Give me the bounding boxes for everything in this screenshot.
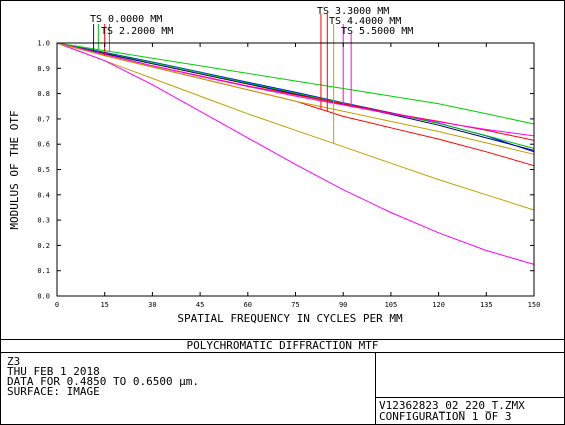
series-line-5 bbox=[56, 42, 535, 151]
x-tick-label: 45 bbox=[196, 301, 204, 309]
series-group bbox=[56, 42, 535, 265]
mtf-chart: 0 15 30 45 60 75 90 105 120 135 150 0.00.10.20.30.… bbox=[8, 6, 540, 325]
y-tick-label: 0.0 bbox=[37, 293, 50, 301]
y-tick-label: 0.2 bbox=[37, 242, 50, 250]
file-name: V12362823_02_220_T.ZMX bbox=[379, 399, 525, 412]
series-line-9 bbox=[56, 42, 535, 265]
y-tick-label: 0.1 bbox=[37, 267, 50, 275]
info-line-2: THU FEB 1 2018 bbox=[7, 365, 100, 378]
y-tick-label: 0.7 bbox=[37, 115, 50, 123]
x-tick-label: 150 bbox=[528, 301, 541, 309]
info-line-3: DATA FOR 0.4850 TO 0.6500 µm. bbox=[7, 375, 200, 388]
x-tick-label: 15 bbox=[100, 301, 108, 309]
chart-title: POLYCHROMATIC DIFFRACTION MTF bbox=[186, 339, 379, 352]
y-tick-label: 0.9 bbox=[37, 65, 50, 73]
legend-label-ts-3-3: TS 3.3000 MM bbox=[317, 6, 389, 17]
legend-label-ts-4-4: TS 4.4000 MM bbox=[329, 16, 401, 27]
legend-label-ts-2-2: TS 2.2000 MM bbox=[101, 26, 173, 37]
x-tick-label: 0 bbox=[55, 301, 59, 309]
y-tick-label: 1.0 bbox=[37, 40, 50, 48]
y-tick-label: 0.8 bbox=[37, 90, 50, 98]
x-tick-label: 60 bbox=[244, 301, 252, 309]
marker-group bbox=[93, 14, 352, 144]
y-tick-label: 0.3 bbox=[37, 217, 50, 225]
x-tick-label: 75 bbox=[291, 301, 299, 309]
y-tick-label: 0.5 bbox=[37, 166, 50, 174]
y-axis-label: MODULUS OF THE OTF bbox=[8, 110, 21, 229]
legend-label-ts-0: TS 0.0000 MM bbox=[90, 14, 162, 25]
series-line-1 bbox=[56, 42, 535, 153]
legend-label-ts-5-5: TS 5.5000 MM bbox=[341, 26, 413, 37]
x-tick-label: 90 bbox=[339, 301, 347, 309]
series-line-7 bbox=[56, 42, 535, 211]
series-line-10 bbox=[56, 42, 535, 155]
x-tick-label: 120 bbox=[432, 301, 445, 309]
series-line-2 bbox=[56, 42, 535, 149]
x-tick-label: 30 bbox=[148, 301, 156, 309]
y-tick-label: 0.4 bbox=[37, 191, 50, 199]
series-line-3 bbox=[56, 42, 535, 125]
configuration: CONFIGURATION 1 OF 3 bbox=[379, 410, 512, 423]
info-line-4: SURFACE: IMAGE bbox=[7, 385, 100, 398]
x-tick-label: 135 bbox=[480, 301, 493, 309]
x-axis-label: SPATIAL FREQUENCY IN CYCLES PER MM bbox=[177, 312, 403, 325]
x-tick-group: 0 15 30 45 60 75 90 105 120 135 150 bbox=[55, 43, 540, 309]
y-tick-label: 0.6 bbox=[37, 141, 50, 149]
series-line-8 bbox=[56, 42, 535, 137]
info-line-1: Z3 bbox=[7, 355, 21, 368]
x-tick-label: 105 bbox=[385, 301, 398, 309]
y-tick-group: 0.0 0.1 0.2 0.3 0.4 0.5 0.6 0.7 0.8 0.9 1.0 bbox=[37, 40, 534, 301]
